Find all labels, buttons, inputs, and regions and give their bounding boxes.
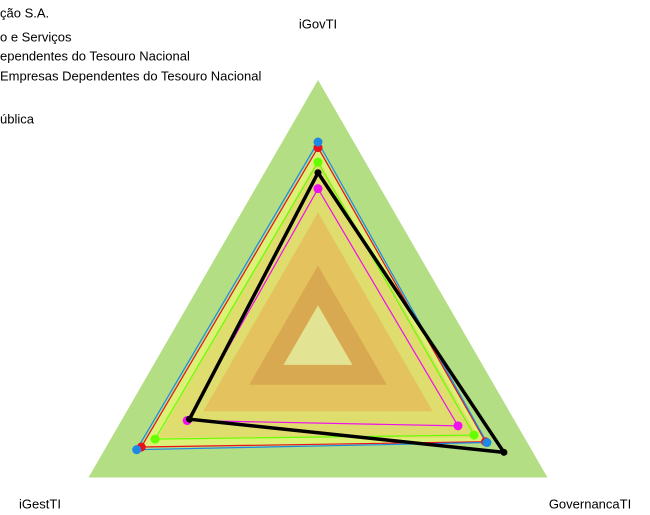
series-marker <box>500 448 508 456</box>
legend-entry: ção S.A. <box>0 5 49 20</box>
legend-entry: ependentes do Tesouro Nacional <box>0 48 190 63</box>
series-marker <box>313 184 323 194</box>
series-marker <box>314 169 322 177</box>
series-line <box>154 160 476 440</box>
series-marker <box>185 415 193 423</box>
series-marker <box>313 137 323 147</box>
series-marker <box>453 421 463 431</box>
series-marker <box>313 157 323 167</box>
legend-entry: ública <box>0 111 35 126</box>
series-line <box>186 187 460 427</box>
series-marker <box>132 445 142 455</box>
series-marker <box>482 438 492 448</box>
legend-entry: o e Serviços <box>0 29 72 44</box>
axis-label: GovernancaTI <box>549 496 631 511</box>
series-marker <box>150 434 160 444</box>
series-marker <box>469 430 479 440</box>
axis-label: iGovTI <box>299 16 337 31</box>
series-line <box>135 140 488 451</box>
legend-entry: Empresas Dependentes do Tesouro Nacional <box>0 68 261 83</box>
series-line <box>186 169 508 455</box>
series-line <box>140 146 487 448</box>
axis-label: iGestTI <box>19 496 61 511</box>
